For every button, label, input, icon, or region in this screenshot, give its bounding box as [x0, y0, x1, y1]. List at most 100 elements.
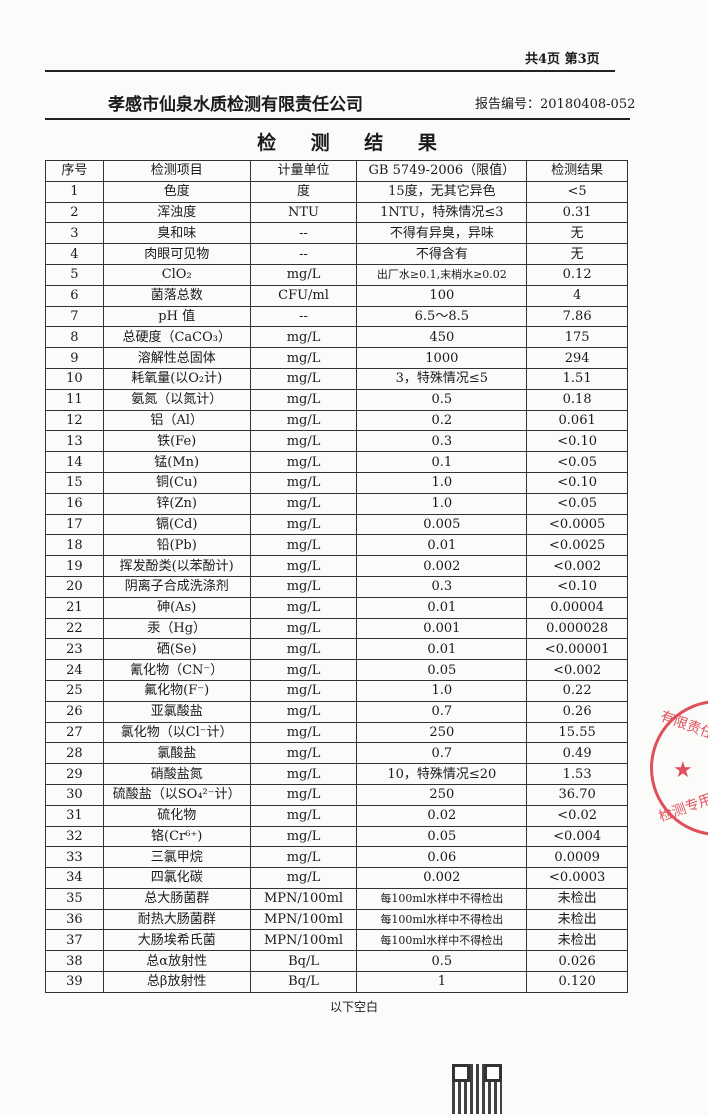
unit: mg/L [249, 825, 358, 848]
standard-limit: 0.002 [356, 555, 528, 577]
row-number: 19 [45, 555, 104, 577]
test-result: 未检出 [526, 929, 628, 952]
standard-limit: 100 [356, 284, 528, 307]
table-row: 2 浑浊度 NTU 1NTU，特殊情况≤3 0.31 [45, 201, 628, 224]
row-number: 38 [45, 950, 104, 973]
test-item: 铜(Cu) [102, 471, 251, 494]
row-number: 32 [45, 825, 104, 848]
standard-limit: 不得含有 [356, 243, 528, 265]
test-result: <0.004 [526, 825, 628, 848]
row-number: 21 [45, 596, 104, 619]
standard-limit: 0.01 [356, 596, 528, 619]
unit: MPN/100ml [249, 887, 358, 910]
unit: mg/L [249, 575, 358, 598]
test-result: 0.31 [526, 201, 628, 224]
test-item: 氯化物（以Cl⁻计） [102, 721, 251, 744]
standard-limit: 每100ml水样中不得检出 [356, 929, 528, 952]
standard-limit: 0.5 [356, 950, 528, 973]
test-item: 硫化物 [102, 804, 251, 827]
table-row: 29 硝酸盐氮 mg/L 10，特殊情况≤20 1.53 [45, 763, 628, 785]
table-row: 34 四氯化碳 mg/L 0.002 <0.0003 [45, 867, 628, 889]
test-result: 0.00004 [526, 596, 628, 619]
table-row: 25 氟化物(F⁻) mg/L 1.0 0.22 [45, 679, 628, 702]
unit: mg/L [249, 846, 358, 869]
test-item: pH 值 [102, 305, 251, 328]
standard-limit: 0.3 [356, 430, 528, 453]
standard-limit: 0.05 [356, 825, 528, 848]
page-info: 共4页 第3页 [525, 52, 600, 67]
standard-limit: 出厂水≥0.1,末梢水≥0.02 [356, 263, 528, 286]
test-item: 色度 [102, 180, 251, 203]
unit: Bq/L [249, 950, 358, 973]
test-item: 铝（Al） [102, 409, 251, 432]
unit: mg/L [249, 617, 358, 640]
unit: mg/L [249, 409, 358, 432]
table-row: 19 挥发酚类(以苯酚计) mg/L 0.002 <0.002 [45, 555, 628, 577]
table-row: 35 总大肠菌群 MPN/100ml 每100ml水样中不得检出 未检出 [45, 887, 628, 910]
table-row: 5 ClO₂ mg/L 出厂水≥0.1,末梢水≥0.02 0.12 [45, 263, 628, 286]
unit: -- [249, 305, 358, 328]
standard-limit: 250 [356, 783, 528, 806]
table-row: 26 亚氯酸盐 mg/L 0.7 0.26 [45, 700, 628, 723]
test-result: <0.00001 [526, 638, 628, 661]
standard-limit: 1.0 [356, 471, 528, 494]
table-row: 31 硫化物 mg/L 0.02 <0.02 [45, 804, 628, 827]
table-row: 20 阴离子合成洗涤剂 mg/L 0.3 <0.10 [45, 575, 628, 598]
table-row: 22 汞（Hg） mg/L 0.001 0.000028 [45, 617, 628, 640]
test-result: 7.86 [526, 305, 628, 328]
test-result: <0.02 [526, 804, 628, 827]
standard-limit: 0.06 [356, 846, 528, 869]
standard-limit: 0.7 [356, 700, 528, 723]
test-result: 0.49 [526, 742, 628, 765]
test-result: 0.0009 [526, 846, 628, 869]
row-number: 37 [45, 929, 104, 952]
table-row: 33 三氯甲烷 mg/L 0.06 0.0009 [45, 846, 628, 869]
test-item: 铬(Cr⁶⁺) [102, 825, 251, 848]
test-item: 总β放射性 [102, 971, 251, 993]
unit: mg/L [249, 367, 358, 390]
row-number: 25 [45, 679, 104, 702]
test-result: <0.0025 [526, 534, 628, 557]
test-result: <0.002 [526, 555, 628, 577]
standard-limit: 0.005 [356, 513, 528, 536]
test-item: ClO₂ [102, 263, 251, 286]
test-item: 氯酸盐 [102, 742, 251, 765]
standard-limit: 每100ml水样中不得检出 [356, 887, 528, 910]
unit: mg/L [249, 326, 358, 349]
blank-note: 以下空白 [329, 1000, 378, 1014]
table-row: 13 铁(Fe) mg/L 0.3 <0.10 [45, 430, 628, 453]
row-number: 27 [45, 721, 104, 744]
unit: mg/L [249, 347, 358, 369]
test-result: 294 [526, 347, 628, 369]
standard-limit: 450 [356, 326, 528, 349]
standard-limit: 0.3 [356, 575, 528, 598]
divider [45, 70, 615, 72]
report-number: 报告编号：20180408-052 [475, 97, 636, 112]
standard-limit: 0.7 [356, 742, 528, 765]
table-row: 28 氯酸盐 mg/L 0.7 0.49 [45, 742, 628, 765]
unit: -- [249, 243, 358, 265]
standard-limit: 1.0 [356, 679, 528, 702]
test-item: 浑浊度 [102, 201, 251, 224]
table-row: 37 大肠埃希氏菌 MPN/100ml 每100ml水样中不得检出 未检出 [45, 929, 628, 952]
test-result: <0.05 [526, 492, 628, 515]
standard-limit: 1.0 [356, 492, 528, 515]
standard-limit: 0.5 [356, 388, 528, 411]
test-result: 1.51 [526, 367, 628, 390]
unit: MPN/100ml [249, 908, 358, 931]
table-row: 16 锌(Zn) mg/L 1.0 <0.05 [45, 492, 628, 515]
unit: mg/L [249, 263, 358, 286]
table-row: 23 硒(Se) mg/L 0.01 <0.00001 [45, 638, 628, 661]
table-row: 8 总硬度（CaCO₃） mg/L 450 175 [45, 326, 628, 349]
test-item: 镉(Cd) [102, 513, 251, 536]
table-row: 27 氯化物（以Cl⁻计） mg/L 250 15.55 [45, 721, 628, 744]
company-seal-stamp: 有限责任公 ★ 检测专用章 [650, 700, 708, 836]
row-number: 20 [45, 575, 104, 598]
test-result: 0.000028 [526, 617, 628, 640]
unit: mg/L [249, 596, 358, 619]
test-result: 1.53 [526, 763, 628, 785]
standard-limit: 0.2 [356, 409, 528, 432]
test-item: 总大肠菌群 [102, 887, 251, 910]
test-result: 无 [526, 243, 628, 265]
unit: mg/L [249, 388, 358, 411]
